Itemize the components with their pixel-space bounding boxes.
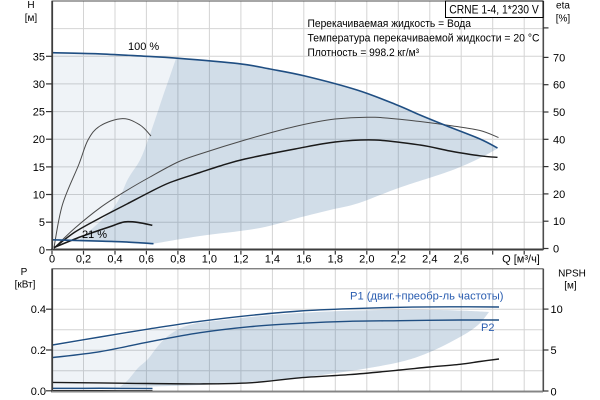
svg-text:5: 5: [39, 217, 45, 229]
svg-text:NPSH: NPSH: [558, 269, 586, 280]
svg-text:2,0: 2,0: [359, 253, 374, 265]
svg-text:H: H: [27, 0, 34, 11]
svg-text:10: 10: [551, 304, 563, 316]
svg-text:10: 10: [33, 190, 45, 202]
svg-text:Перекачиваемая жидкость = Вода: Перекачиваемая жидкость = Вода: [308, 18, 472, 30]
svg-text:[%]: [%]: [556, 14, 571, 25]
svg-text:100 %: 100 %: [128, 41, 159, 53]
svg-text:1,6: 1,6: [296, 253, 311, 265]
svg-text:20: 20: [33, 134, 45, 146]
svg-text:25: 25: [33, 107, 45, 119]
svg-text:2,4: 2,4: [422, 253, 437, 265]
svg-text:0: 0: [49, 253, 55, 265]
svg-text:0,8: 0,8: [170, 253, 185, 265]
svg-text:1,0: 1,0: [202, 253, 217, 265]
svg-text:0: 0: [39, 245, 45, 257]
svg-text:P: P: [21, 267, 28, 278]
svg-text:0.0: 0.0: [31, 386, 46, 398]
svg-text:0.2: 0.2: [31, 345, 46, 357]
svg-text:P2: P2: [481, 322, 494, 334]
svg-text:30: 30: [33, 79, 45, 91]
svg-text:50: 50: [553, 107, 565, 119]
svg-text:0: 0: [551, 386, 557, 398]
svg-text:Плотность = 998.2 кг/м³: Плотность = 998.2 кг/м³: [308, 47, 420, 59]
svg-text:0: 0: [553, 244, 559, 256]
svg-text:[м]: [м]: [564, 280, 577, 291]
svg-text:[кВт]: [кВт]: [15, 279, 36, 290]
svg-text:70: 70: [553, 52, 565, 64]
svg-text:1,8: 1,8: [328, 253, 343, 265]
svg-text:60: 60: [553, 80, 565, 92]
svg-text:P1 (двиг.+преобр-ль частоты): P1 (двиг.+преобр-ль частоты): [350, 291, 504, 303]
svg-text:40: 40: [553, 134, 565, 146]
svg-text:2,2: 2,2: [391, 253, 406, 265]
svg-text:Температура перекачиваемой жид: Температура перекачиваемой жидкости = 20…: [308, 33, 540, 45]
svg-text:eta: eta: [556, 1, 570, 12]
svg-text:1,4: 1,4: [265, 253, 280, 265]
svg-text:35: 35: [33, 51, 45, 63]
svg-text:0,4: 0,4: [107, 253, 122, 265]
svg-text:5: 5: [551, 345, 557, 357]
svg-text:0,2: 0,2: [76, 253, 91, 265]
svg-text:21 %: 21 %: [82, 229, 107, 241]
svg-text:1,2: 1,2: [233, 253, 248, 265]
svg-text:0.4: 0.4: [31, 304, 46, 316]
svg-text:10: 10: [553, 216, 565, 228]
svg-text:30: 30: [553, 162, 565, 174]
svg-text:0,6: 0,6: [139, 253, 154, 265]
svg-text:Q [м³/ч]: Q [м³/ч]: [502, 253, 540, 265]
svg-text:2,6: 2,6: [454, 253, 469, 265]
svg-text:CRNE 1-4, 1*230 V: CRNE 1-4, 1*230 V: [449, 3, 539, 17]
svg-text:[м]: [м]: [25, 13, 38, 24]
svg-text:15: 15: [33, 162, 45, 174]
svg-text:20: 20: [553, 189, 565, 201]
